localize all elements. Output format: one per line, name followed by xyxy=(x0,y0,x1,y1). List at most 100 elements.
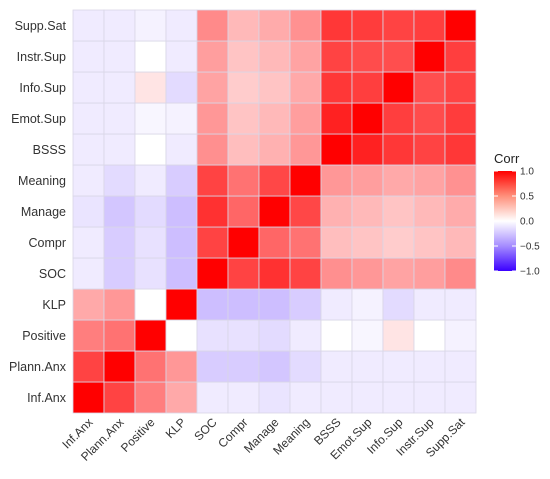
heatmap-cell xyxy=(444,164,477,197)
y-tick-label: SOC xyxy=(39,267,66,281)
heatmap-cell xyxy=(413,350,446,383)
heatmap-cell xyxy=(351,257,384,290)
heatmap-cell xyxy=(382,133,415,166)
legend-tick-label: 1.0 xyxy=(520,167,534,178)
heatmap-cell xyxy=(227,319,260,352)
heatmap-cell xyxy=(165,257,198,290)
heatmap-cell xyxy=(444,350,477,383)
heatmap-cell xyxy=(134,257,167,290)
heatmap-cell xyxy=(165,40,198,73)
heatmap-cell xyxy=(382,71,415,104)
y-axis-labels: Inf.Anx Plann.Anx Positive KLP SOC Compr Manag… xyxy=(9,19,67,405)
heatmap-cell xyxy=(227,226,260,259)
heatmap-cell xyxy=(258,195,291,228)
heatmap-cell xyxy=(103,288,136,321)
heatmap-cell xyxy=(320,195,353,228)
heatmap-cell xyxy=(196,257,229,290)
heatmap-cell xyxy=(320,40,353,73)
heatmap-cell xyxy=(134,164,167,197)
y-tick-label: Manage xyxy=(21,205,66,219)
heatmap-cell xyxy=(196,9,229,42)
color-legend: Corr 1.0 0.5 0.0 −0.5 −1.0 xyxy=(494,151,540,278)
heatmap-cell xyxy=(444,288,477,321)
heatmap-cell xyxy=(320,319,353,352)
heatmap-cell xyxy=(351,350,384,383)
heatmap-cell xyxy=(258,350,291,383)
heatmap-cell xyxy=(258,257,291,290)
heatmap-cell xyxy=(72,288,105,321)
legend-title: Corr xyxy=(494,151,520,166)
heatmap-cell xyxy=(165,102,198,135)
heatmap-cell xyxy=(351,9,384,42)
heatmap-cell xyxy=(196,40,229,73)
heatmap-cell xyxy=(351,133,384,166)
y-tick-label: Meaning xyxy=(18,174,66,188)
heatmap-cell xyxy=(227,381,260,414)
heatmap-cell xyxy=(227,71,260,104)
heatmap-cell xyxy=(351,381,384,414)
x-tick-label: KLP xyxy=(163,415,189,441)
heatmap-cell xyxy=(289,226,322,259)
heatmap-cell xyxy=(165,164,198,197)
heatmap-cell xyxy=(72,319,105,352)
heatmap-cell xyxy=(72,102,105,135)
heatmap-cell xyxy=(289,133,322,166)
heatmap-cell xyxy=(382,381,415,414)
heatmap-cell xyxy=(320,164,353,197)
heatmap-cell xyxy=(413,257,446,290)
heatmap-cell xyxy=(320,381,353,414)
heatmap-cell xyxy=(320,133,353,166)
heatmap-cell xyxy=(351,195,384,228)
heatmap-cell xyxy=(258,71,291,104)
heatmap-cell xyxy=(103,133,136,166)
heatmap-cell xyxy=(289,195,322,228)
heatmap-cell xyxy=(320,102,353,135)
heatmap-cell xyxy=(413,195,446,228)
heatmap-cell xyxy=(289,257,322,290)
heatmap-cell xyxy=(103,319,136,352)
heatmap-cell xyxy=(382,164,415,197)
legend-tick-label: 0.0 xyxy=(520,217,534,228)
heatmap-cell xyxy=(165,288,198,321)
heatmap-cell xyxy=(289,71,322,104)
heatmap-cell xyxy=(165,133,198,166)
heatmap-cell xyxy=(258,164,291,197)
heatmap-cell xyxy=(289,9,322,42)
heatmap-cell xyxy=(444,9,477,42)
heatmap-cell xyxy=(72,164,105,197)
heatmap-cell xyxy=(72,195,105,228)
legend-tick-label: −0.5 xyxy=(520,242,540,253)
heatmap-cell xyxy=(382,40,415,73)
heatmap-cell xyxy=(103,226,136,259)
heatmap-cell xyxy=(351,319,384,352)
heatmap-cell xyxy=(165,350,198,383)
heatmap-cell xyxy=(289,381,322,414)
heatmap-cell xyxy=(382,102,415,135)
heatmap-cell xyxy=(196,102,229,135)
heatmap-cell xyxy=(289,40,322,73)
heatmap-cell xyxy=(382,9,415,42)
heatmap-cell xyxy=(103,102,136,135)
heatmap-cell xyxy=(351,288,384,321)
heatmap-cell xyxy=(444,381,477,414)
heatmap-cell xyxy=(258,381,291,414)
y-tick-label: KLP xyxy=(42,298,66,312)
y-tick-label: Info.Sup xyxy=(19,81,66,95)
heatmap-cells xyxy=(72,9,477,414)
heatmap-cell xyxy=(165,195,198,228)
heatmap-cell xyxy=(382,288,415,321)
x-tick-label: Positive xyxy=(118,415,158,455)
heatmap-cell xyxy=(351,40,384,73)
heatmap-cell xyxy=(227,195,260,228)
heatmap-cell xyxy=(103,71,136,104)
y-tick-label: Supp.Sat xyxy=(15,19,67,33)
heatmap-cell xyxy=(382,226,415,259)
heatmap-cell xyxy=(134,102,167,135)
heatmap-cell xyxy=(165,226,198,259)
heatmap-cell xyxy=(165,319,198,352)
heatmap-cell xyxy=(320,350,353,383)
legend-tick-label: 0.5 xyxy=(520,192,534,203)
heatmap-cell xyxy=(103,257,136,290)
